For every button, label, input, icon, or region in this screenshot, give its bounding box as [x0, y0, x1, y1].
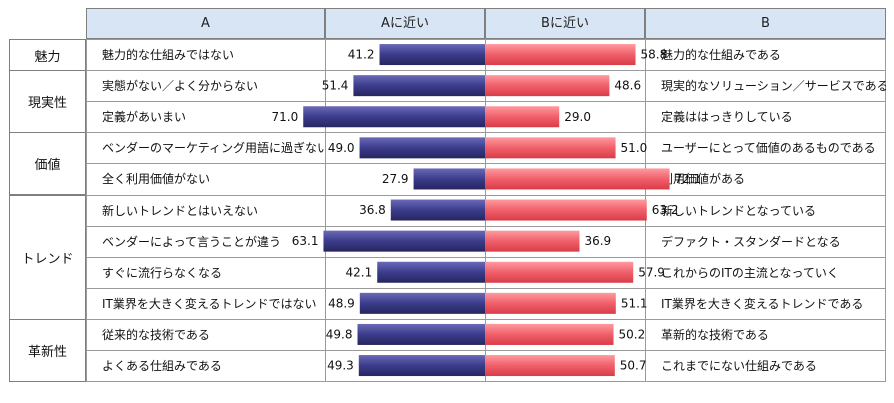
header-near-b: Bに近い — [485, 8, 645, 39]
statement-a: 魅力的な仕組みではない — [102, 48, 235, 63]
bar-b — [485, 137, 616, 159]
statement-a: よくある仕組みである — [102, 359, 222, 374]
value-label-b: 72.1 — [675, 172, 702, 186]
column-divider — [885, 39, 886, 382]
row-divider — [86, 195, 886, 196]
value-label-b: 50.7 — [620, 359, 647, 373]
bar-a — [359, 292, 485, 314]
bar-a — [353, 75, 485, 97]
value-label-a: 49.3 — [327, 359, 354, 373]
statement-b: デファクト・スタンダードとなる — [661, 234, 841, 249]
bar-b — [485, 75, 610, 97]
category-label: 革新性 — [9, 318, 86, 383]
value-label-a: 42.1 — [346, 265, 373, 279]
bar-b — [485, 106, 560, 128]
column-divider — [325, 39, 326, 382]
value-label-a: 49.0 — [328, 141, 355, 155]
bar-a — [303, 106, 485, 128]
bar-a — [413, 168, 485, 190]
value-label-b: 63.2 — [652, 203, 679, 217]
row-divider — [86, 101, 886, 102]
value-label-b: 57.9 — [638, 265, 665, 279]
bar-a — [390, 199, 485, 221]
statement-a: ベンダーのマーケティング用語に過ぎない — [102, 141, 325, 156]
value-label-a: 36.8 — [359, 203, 386, 217]
bar-b — [485, 292, 616, 314]
value-label-a: 48.9 — [328, 296, 355, 310]
statement-a: IT業界を大きく変えるトレンドではない — [102, 296, 317, 311]
statement-a: 実態がない／よく分からない — [102, 79, 259, 94]
bar-b — [485, 168, 670, 190]
statement-b: IT業界を大きく変えるトレンドである — [661, 296, 864, 311]
header-b: B — [645, 8, 886, 39]
value-label-a: 41.2 — [348, 48, 375, 62]
value-label-b: 51.1 — [621, 296, 648, 310]
column-divider — [86, 39, 87, 382]
statement-a: 定義があいまい — [102, 110, 187, 125]
row-divider — [86, 381, 886, 382]
value-label-a: 51.4 — [322, 79, 349, 93]
row-divider — [86, 163, 886, 164]
value-label-b: 50.2 — [619, 327, 646, 341]
statement-b: 革新的な技術である — [661, 327, 769, 342]
bar-a — [377, 261, 485, 283]
statement-b: ユーザーにとって価値のあるものである — [661, 141, 876, 156]
row-divider — [86, 39, 886, 40]
statement-b: 定義ははっきりしている — [661, 110, 793, 125]
value-label-a: 27.9 — [382, 172, 409, 186]
statement-b: これまでにない仕組みである — [661, 359, 817, 374]
value-label-a: 71.0 — [272, 110, 299, 124]
value-label-a: 49.8 — [326, 327, 353, 341]
statement-b: 利用価値がある — [661, 172, 746, 187]
bar-b — [485, 261, 634, 283]
statement-b: 魅力的な仕組みである — [661, 48, 781, 63]
statement-b: 新しいトレンドとなっている — [661, 203, 817, 218]
value-label-a: 63.1 — [292, 234, 319, 248]
bar-b — [485, 199, 647, 221]
value-label-b: 48.6 — [614, 79, 641, 93]
value-label-b: 51.0 — [621, 141, 648, 155]
row-divider — [86, 226, 886, 227]
row-divider — [86, 132, 886, 133]
category-label: 価値 — [9, 132, 86, 196]
bar-a — [323, 230, 485, 252]
bar-a — [359, 137, 485, 159]
row-divider — [86, 288, 886, 289]
row-divider — [86, 350, 886, 351]
row-divider — [86, 319, 886, 320]
value-label-b: 29.0 — [564, 110, 591, 124]
bar-a — [379, 44, 485, 66]
bar-b — [485, 323, 614, 345]
bar-a — [357, 323, 485, 345]
statement-b: これからのITの主流となっていく — [661, 265, 839, 280]
row-divider — [86, 257, 886, 258]
statement-a: 全く利用価値がない — [102, 172, 211, 187]
value-label-b: 58.8 — [641, 48, 668, 62]
bar-b — [485, 44, 636, 66]
header-a: A — [86, 8, 325, 39]
bar-b — [485, 230, 580, 252]
category-label: 現実性 — [9, 70, 86, 134]
statement-a: 新しいトレンドとはいえない — [102, 203, 259, 218]
statement-a: すぐに流行らなくなる — [102, 265, 223, 280]
statement-b: 現実的なソリューション／サービスである — [661, 79, 886, 94]
category-label: トレンド — [9, 194, 86, 320]
bar-b — [485, 355, 615, 377]
statement-a: ベンダーによって言うことが違う — [102, 234, 282, 249]
row-divider — [86, 70, 886, 71]
statement-a: 従来的な技術である — [102, 327, 210, 342]
bar-a — [358, 355, 485, 377]
category-label: 魅力 — [9, 39, 86, 72]
value-label-b: 36.9 — [584, 234, 611, 248]
header-near-a: Aに近い — [325, 8, 485, 39]
